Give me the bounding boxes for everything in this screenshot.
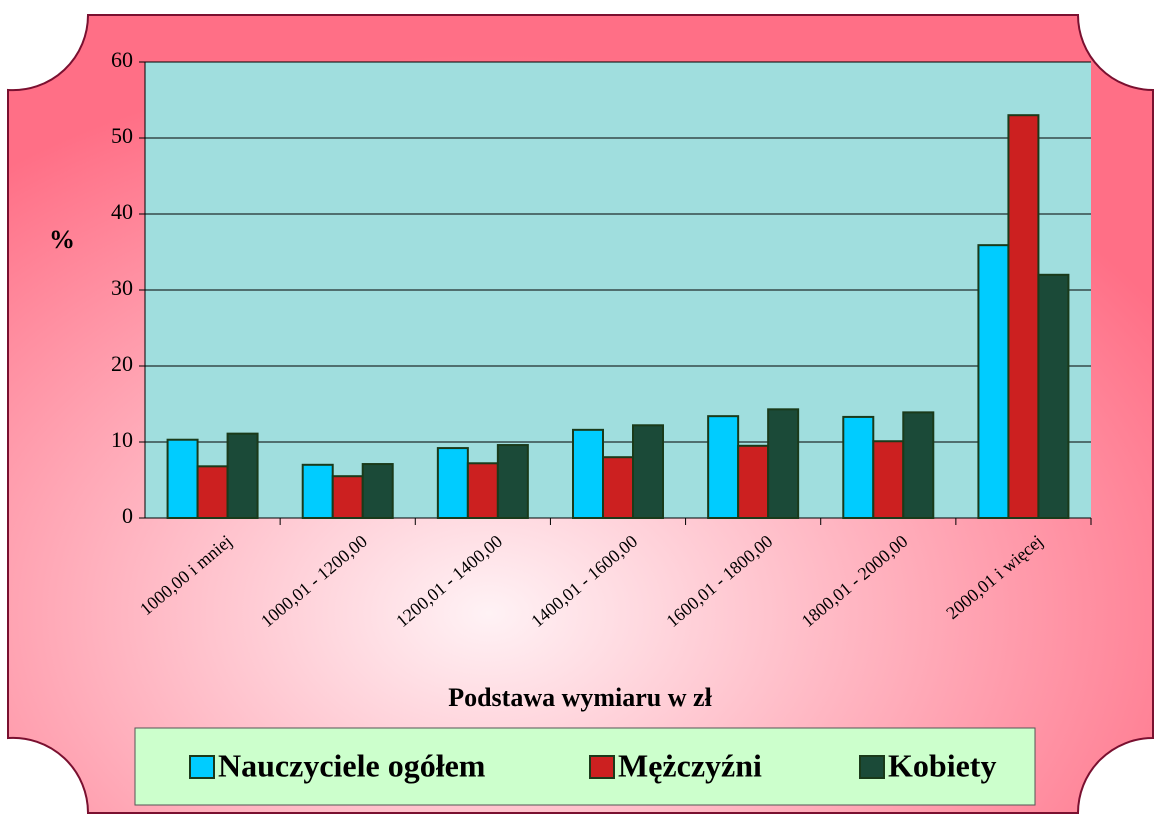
bar — [361, 463, 394, 520]
bar — [166, 438, 199, 519]
bar — [436, 447, 469, 519]
bar — [977, 244, 1010, 519]
bar — [301, 463, 334, 519]
y-tick-label: 50 — [111, 123, 133, 148]
y-tick-label: 60 — [111, 47, 133, 72]
y-tick-label: 40 — [111, 199, 133, 224]
legend-label: Kobiety — [888, 747, 996, 783]
bar — [872, 440, 905, 519]
bar — [226, 432, 259, 520]
bar — [767, 408, 800, 520]
y-tick-label: 30 — [111, 275, 133, 300]
bar — [902, 411, 935, 519]
bar — [737, 444, 770, 519]
bar — [496, 444, 529, 520]
bar — [196, 465, 229, 520]
bar — [602, 456, 634, 520]
legend-swatch — [189, 755, 215, 779]
y-axis-label: % — [49, 225, 75, 254]
legend-swatch — [589, 755, 615, 779]
legend-label: Mężczyźni — [618, 747, 762, 783]
legend-swatch — [859, 755, 885, 779]
bar — [572, 428, 604, 519]
x-axis-label: Podstawa wymiaru w zł — [448, 683, 712, 712]
y-tick-label: 0 — [122, 503, 133, 528]
y-tick-label: 20 — [111, 351, 133, 376]
bar — [1007, 114, 1040, 519]
bar — [466, 462, 499, 519]
bar — [1037, 273, 1070, 519]
bar — [842, 415, 875, 520]
legend-label: Nauczyciele ogółem — [218, 747, 486, 783]
bar — [331, 475, 364, 520]
bar — [632, 424, 664, 519]
y-tick-label: 10 — [111, 427, 133, 452]
bar — [707, 415, 740, 519]
